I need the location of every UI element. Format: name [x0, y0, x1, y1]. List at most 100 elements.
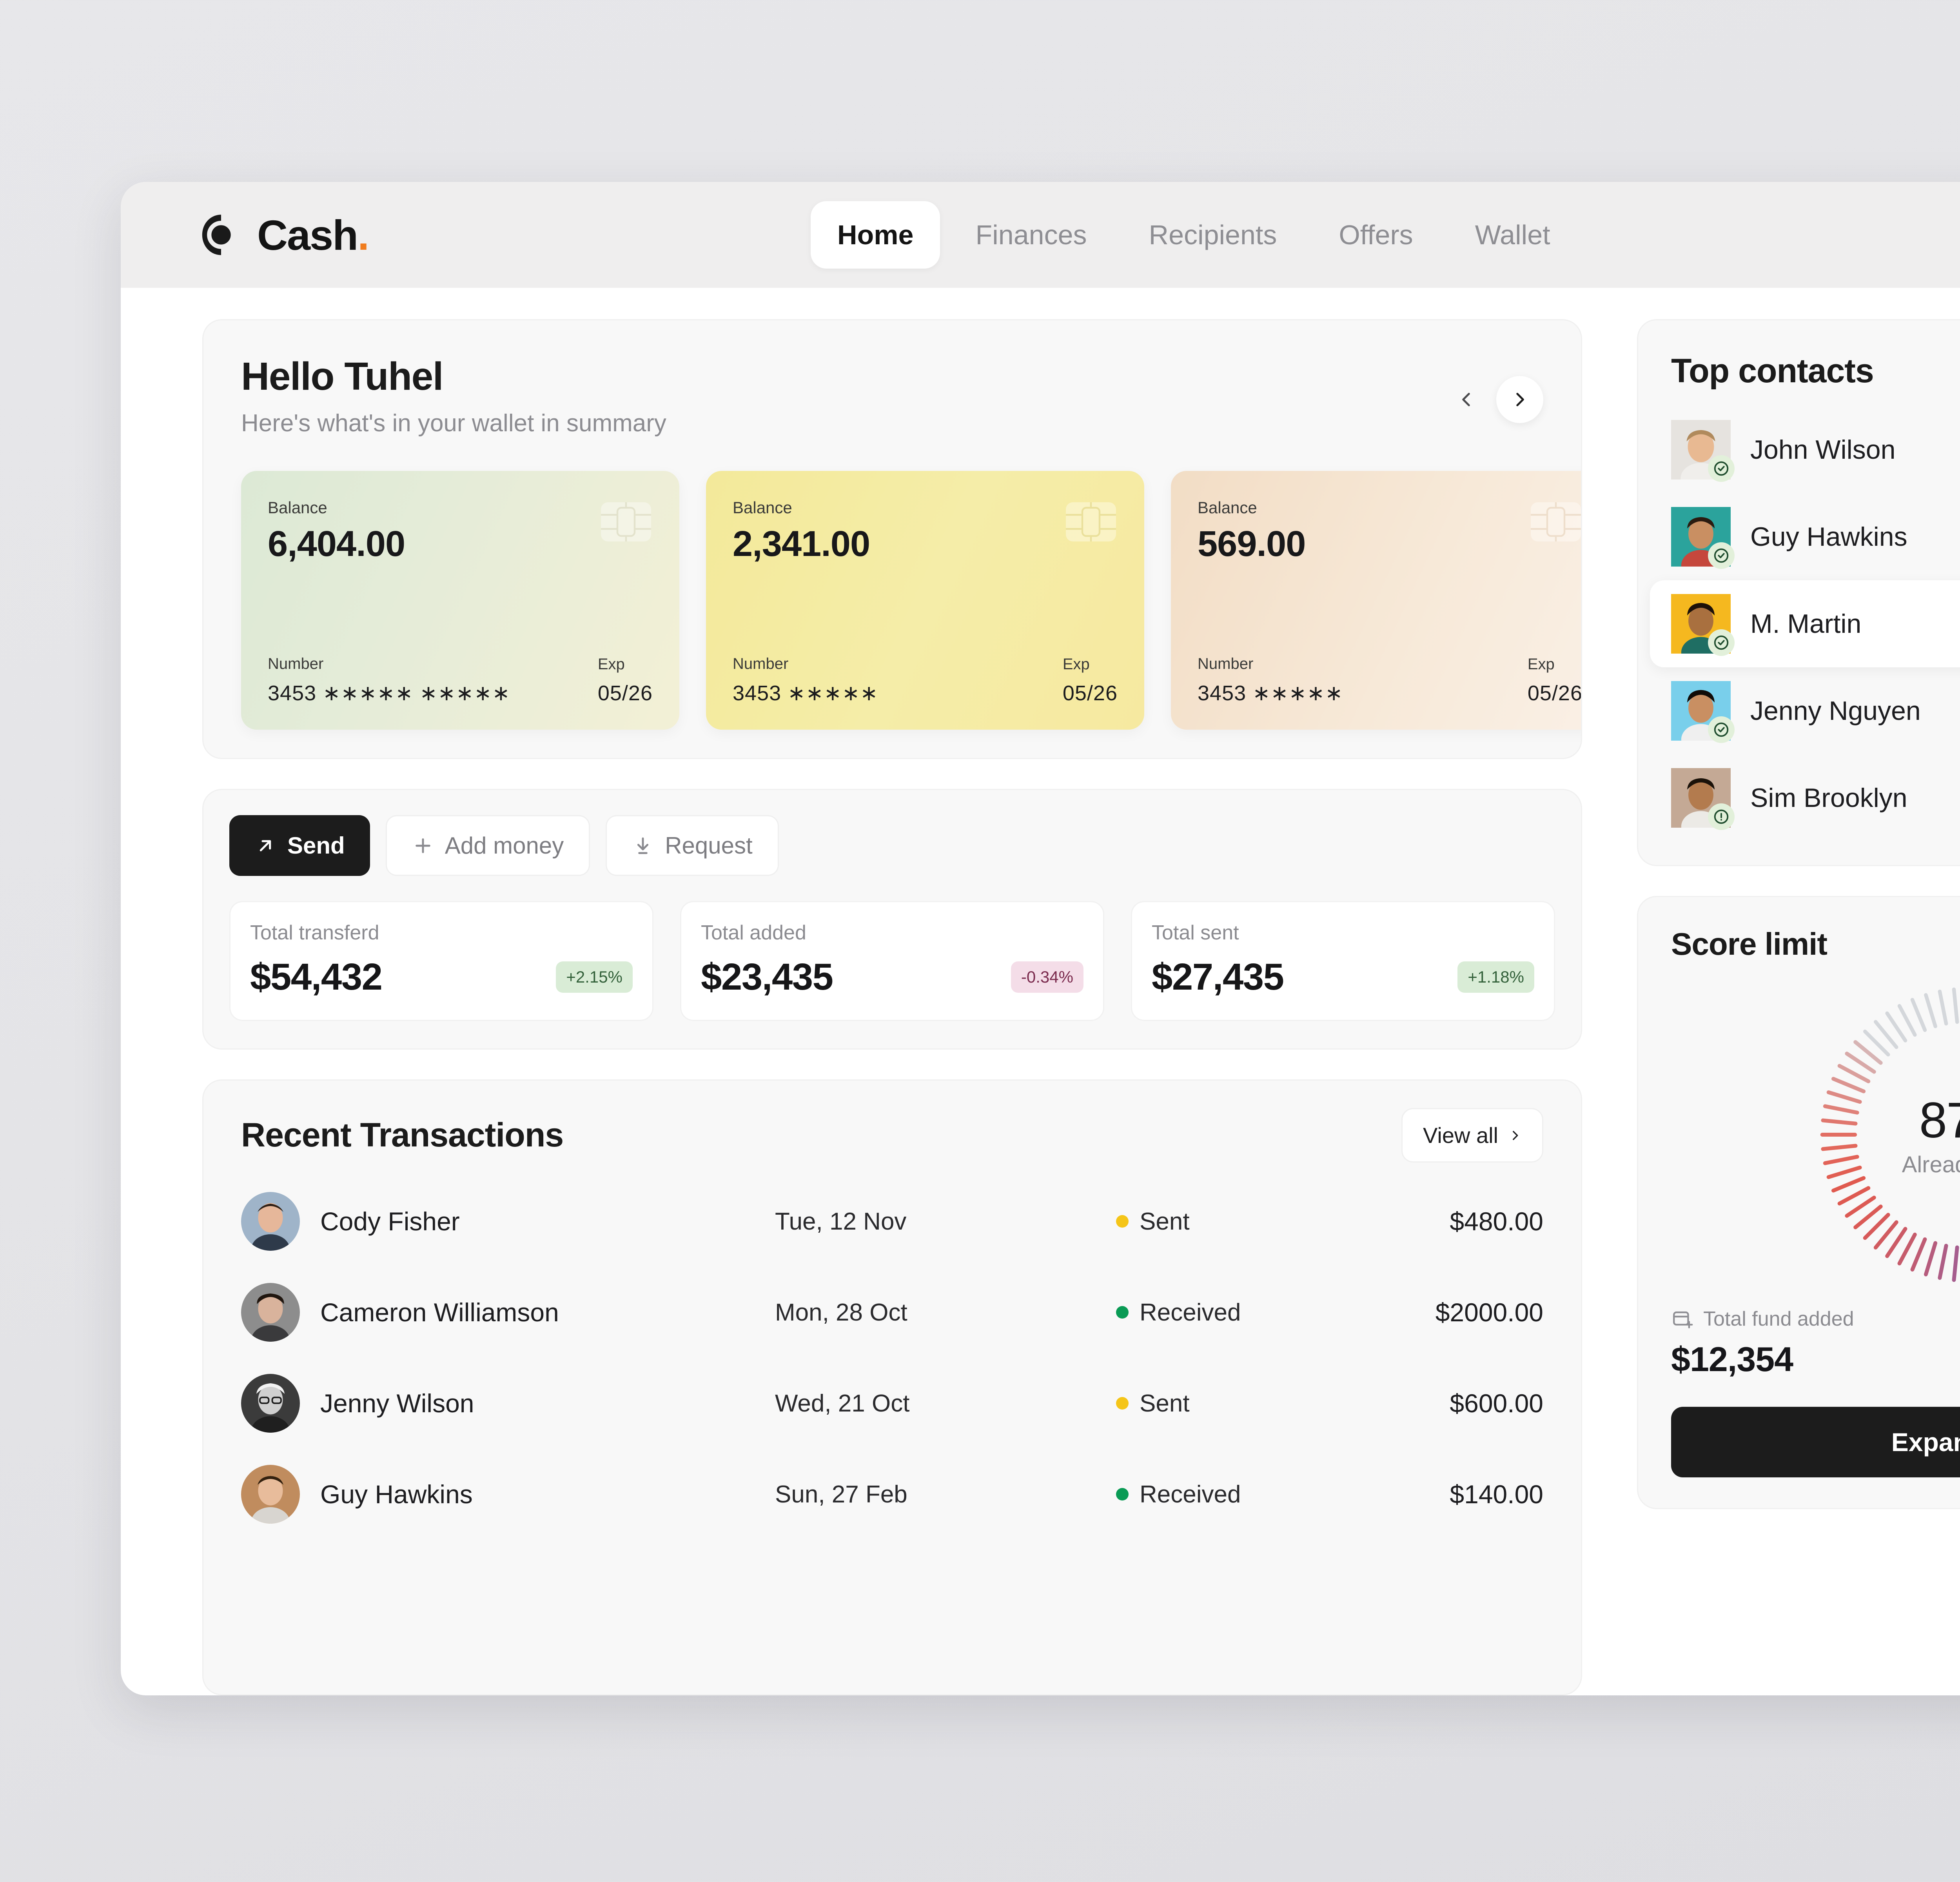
payment-card[interactable]: Balance 569.00 — [1171, 471, 1581, 730]
left-column: Hello Tuhel Here's what's in your wallet… — [202, 319, 1582, 1695]
payment-card[interactable]: Balance 2,341.00 — [706, 471, 1144, 730]
chevron-right-icon — [1516, 392, 1524, 407]
nav-item-finances[interactable]: Finances — [975, 220, 1087, 250]
card-number-value: 3453 ∗∗∗∗∗ — [733, 681, 878, 705]
top-contacts-panel: Top contacts — [1637, 319, 1960, 866]
contact-name: Jenny Nguyen — [1750, 696, 1921, 726]
payment-card[interactable]: Balance 6,404.00 — [241, 471, 679, 730]
avatar — [241, 1374, 300, 1433]
greeting-block: Hello Tuhel Here's what's in your wallet… — [241, 354, 666, 437]
score-limit-header: Score limit W M Y — [1671, 925, 1960, 964]
add-money-button[interactable]: Add money — [385, 815, 590, 876]
download-icon — [637, 837, 649, 854]
request-button-label: Request — [665, 832, 753, 859]
stat-bottom: $27,435 +1.18% — [1152, 956, 1534, 999]
transaction-status: Received — [1116, 1481, 1390, 1508]
table-row[interactable]: Guy Hawkins Sun, 27 Feb Received $140.00 — [241, 1449, 1543, 1540]
avatar — [241, 1465, 300, 1524]
contact-name: Guy Hawkins — [1750, 522, 1907, 552]
status-label: Sent — [1140, 1208, 1190, 1235]
card-number-value: 3453 ∗∗∗∗∗ — [1198, 681, 1343, 705]
stat-label: Total sent — [1152, 921, 1239, 944]
list-item-active[interactable]: M. Martin Send Request — [1650, 580, 1960, 667]
stat-bottom: $54,432 +2.15% — [250, 956, 633, 999]
verified-badge-icon — [1708, 542, 1735, 569]
stat-change-badge: +2.15% — [556, 961, 633, 993]
card-balance-label: Balance — [1198, 498, 1257, 517]
list-item[interactable]: Jenny Nguyen $4,543.50 — [1638, 667, 1960, 754]
stat-value: $54,432 — [250, 956, 383, 998]
fund-added-block: Total fund added $12,354 — [1671, 1307, 1960, 1379]
cash-logo-icon — [199, 213, 243, 257]
carousel-prev-button[interactable] — [1443, 376, 1490, 423]
gauge-percent: 87% — [1919, 1092, 1960, 1148]
stat-change-badge: -0.34% — [1011, 961, 1083, 993]
card-balance-label: Balance — [733, 498, 792, 517]
nav-item-wallet[interactable]: Wallet — [1475, 220, 1550, 250]
stat-label: Total transferd — [250, 921, 379, 944]
view-all-label: View all — [1423, 1123, 1498, 1148]
fund-summary-row: Total fund added $12,354 Total fund spen… — [1671, 1307, 1960, 1379]
emv-chip-icon — [600, 501, 652, 542]
quick-actions-panel: Send Add money Request — [202, 789, 1582, 1050]
avatar-wrap — [1671, 420, 1735, 482]
card-exp-label: Exp — [1062, 656, 1090, 673]
status-label: Sent — [1140, 1390, 1190, 1417]
plus-icon — [415, 838, 430, 853]
table-row[interactable]: Jenny Wilson Wed, 21 Oct Sent $600.00 — [241, 1358, 1543, 1449]
avatar-wrap — [1671, 594, 1735, 656]
list-item[interactable]: Sim Brooklyn $3,452.50 — [1638, 754, 1960, 841]
transactions-header: Recent Transactions View all — [203, 1108, 1581, 1163]
expand-limit-button[interactable]: Expand limit — [1671, 1407, 1960, 1477]
wallet-summary-panel: Hello Tuhel Here's what's in your wallet… — [202, 319, 1582, 759]
request-button[interactable]: Request — [606, 815, 779, 876]
contact-name: John Wilson — [1750, 435, 1896, 465]
brand-logo[interactable]: Cash. — [199, 211, 811, 260]
stat-card-total-transferd: Total transferd $54,432 +2.15% — [229, 901, 653, 1021]
stat-bottom: $23,435 -0.34% — [701, 956, 1083, 999]
view-all-button[interactable]: View all — [1401, 1108, 1543, 1163]
card-exp-block: Exp 05/26 — [598, 656, 653, 705]
stats-row: Total transferd $54,432 +2.15% Total add… — [229, 901, 1555, 1021]
transactions-title: Recent Transactions — [241, 1116, 564, 1154]
nav-item-offers[interactable]: Offers — [1339, 220, 1413, 250]
card-number-label: Number — [1198, 655, 1254, 672]
table-row[interactable]: Cody Fisher Tue, 12 Nov Sent $480.00 — [241, 1176, 1543, 1267]
nav-item-home[interactable]: Home — [811, 201, 940, 269]
card-balance-value: 2,341.00 — [733, 524, 870, 564]
card-number-value: 3453 ∗∗∗∗∗ ∗∗∗∗∗ — [268, 681, 510, 705]
payment-cards-carousel[interactable]: Balance 6,404.00 — [203, 471, 1581, 730]
verified-badge-icon — [1708, 716, 1735, 743]
transaction-date: Sun, 27 Feb — [775, 1481, 907, 1508]
fund-added-label: Total fund added — [1703, 1308, 1854, 1330]
brand-accent-dot: . — [358, 211, 369, 259]
table-row[interactable]: Cameron Williamson Mon, 28 Oct Received … — [241, 1267, 1543, 1358]
card-number-block: Number 3453 ∗∗∗∗∗ — [1198, 655, 1528, 705]
fund-added-head: Total fund added — [1671, 1307, 1946, 1331]
app-window: Cash. Home Finances Recipients Offers Wa… — [121, 182, 1960, 1695]
avatar-wrap — [1671, 768, 1735, 830]
card-exp-value: 05/26 — [1062, 681, 1118, 705]
list-item[interactable]: John Wilson $24,543.50 — [1638, 406, 1960, 493]
brand-name: Cash. — [257, 211, 369, 259]
transaction-name: Jenny Wilson — [320, 1389, 474, 1418]
contacts-list: John Wilson $24,543.50 — [1638, 406, 1960, 841]
status-dot — [1116, 1306, 1129, 1319]
right-column: Top contacts — [1637, 319, 1960, 1695]
avatar — [241, 1283, 300, 1342]
card-number-block: Number 3453 ∗∗∗∗∗ — [733, 655, 1063, 705]
transaction-status: Sent — [1116, 1390, 1390, 1417]
transaction-amount: $600.00 — [1450, 1389, 1543, 1418]
carousel-next-button[interactable] — [1496, 376, 1543, 423]
page-body: Hello Tuhel Here's what's in your wallet… — [121, 288, 1960, 1695]
send-button[interactable]: Send — [229, 815, 370, 876]
radial-tick-gauge-icon — [1820, 987, 1959, 1282]
main-nav: Home Finances Recipients Offers Wallet — [811, 201, 1577, 269]
nav-item-recipients[interactable]: Recipients — [1149, 220, 1277, 250]
stat-label: Total added — [701, 921, 806, 944]
status-dot — [1116, 1397, 1129, 1410]
card-footer: Number 3453 ∗∗∗∗∗ ∗∗∗∗∗ Exp 05/26 — [268, 655, 653, 705]
list-item[interactable]: Guy Hawkins $12,505.50 — [1638, 493, 1960, 580]
quick-actions-row: Send Add money Request — [229, 815, 1555, 876]
card-number-label: Number — [733, 655, 789, 672]
